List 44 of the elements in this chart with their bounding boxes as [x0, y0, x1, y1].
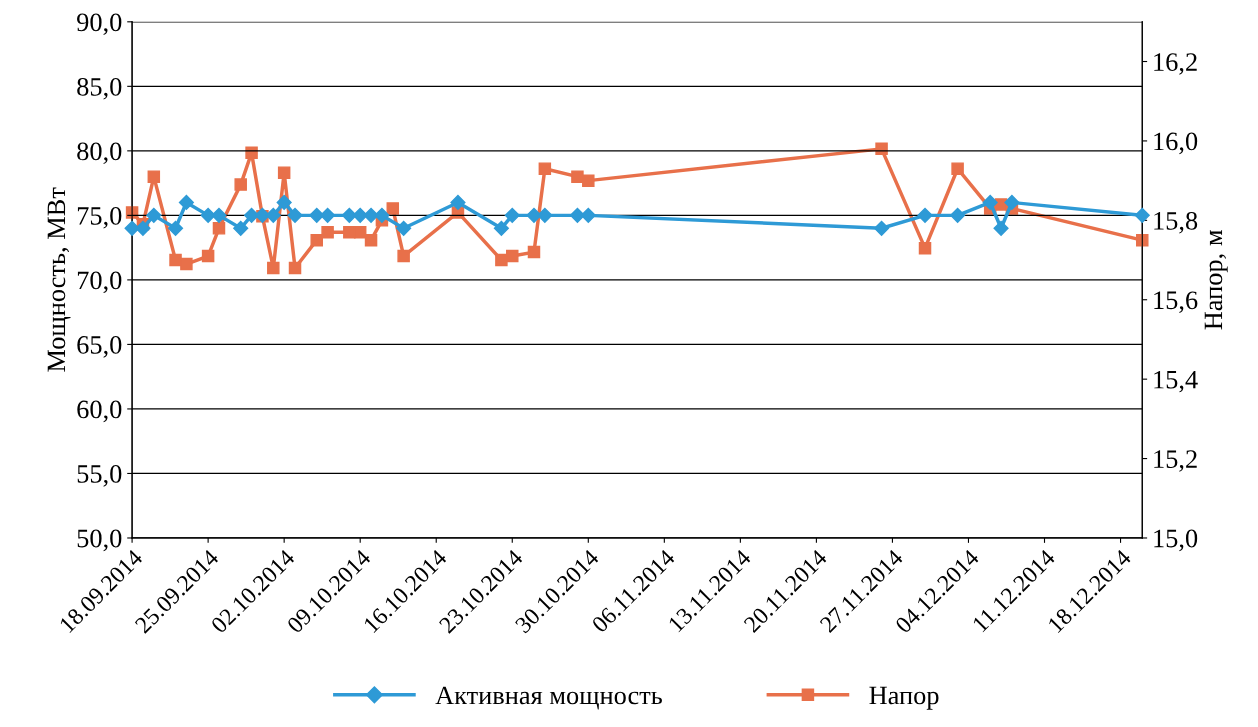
point — [386, 202, 400, 215]
point — [310, 233, 323, 247]
point — [527, 245, 541, 259]
point — [212, 222, 226, 235]
y-tick-label: 75,0 — [77, 206, 122, 229]
y2-axis-title: Напор, м — [1204, 230, 1228, 330]
y2-tick-label: 15,8 — [1154, 211, 1198, 234]
point — [321, 225, 334, 239]
point — [353, 225, 367, 239]
y-tick-label: 85,0 — [77, 77, 122, 100]
point — [288, 261, 302, 275]
point — [267, 261, 280, 275]
point — [571, 170, 584, 183]
y2-tick-label: 15,0 — [1154, 529, 1198, 552]
y2-tick-label: 15,4 — [1154, 370, 1198, 393]
y2-tick-label: 16,2 — [1154, 53, 1197, 75]
point — [147, 170, 161, 183]
y-tick-label: 55,0 — [77, 465, 122, 487]
point — [538, 162, 552, 175]
y-tick-label: 50,0 — [77, 529, 122, 552]
y-tick-label: 65,0 — [77, 336, 122, 358]
point — [951, 162, 964, 175]
point — [201, 249, 215, 263]
point — [397, 249, 410, 263]
point — [169, 253, 182, 267]
legend-label: Активная мощность — [435, 686, 662, 710]
point — [364, 233, 378, 247]
point — [918, 241, 932, 255]
legend-label: Напор — [869, 686, 939, 710]
point — [180, 257, 193, 271]
y-tick-label: 60,0 — [77, 400, 122, 423]
y-tick-label: 70,0 — [77, 271, 122, 294]
y-axis-title: Мощность, МВт — [47, 187, 71, 372]
y2-tick-label: 15,6 — [1154, 291, 1198, 313]
y-tick-label: 80,0 — [77, 142, 122, 165]
point — [495, 253, 508, 267]
point — [582, 174, 595, 187]
point — [506, 249, 519, 263]
y2-tick-label: 15,2 — [1154, 450, 1197, 472]
y-tick-label: 90,0 — [77, 13, 122, 36]
point — [234, 178, 247, 191]
point — [1136, 233, 1149, 247]
point — [277, 166, 291, 179]
y2-tick-label: 16,0 — [1154, 132, 1198, 155]
